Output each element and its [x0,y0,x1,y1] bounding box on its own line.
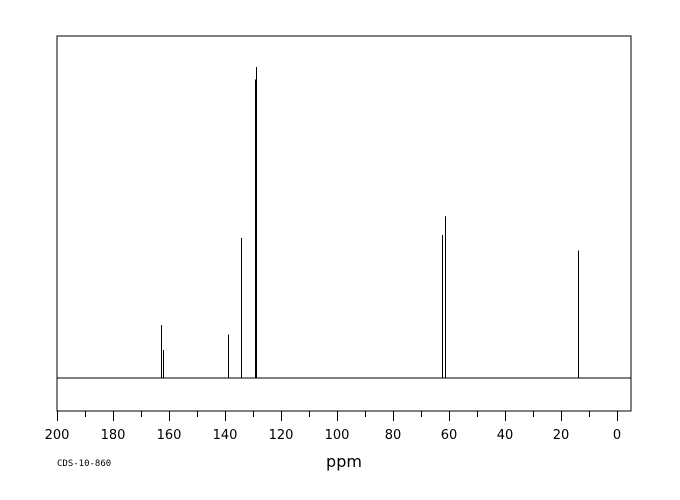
tick-label-0: 0 [613,428,621,443]
tick-label-200: 200 [45,428,70,443]
tick-label-60: 60 [441,428,458,443]
x-axis-ticks [57,411,618,421]
peak-group [161,67,579,378]
tick-label-40: 40 [497,428,514,443]
tick-label-140: 140 [213,428,238,443]
tick-label-80: 80 [385,428,402,443]
sample-code: CDS-10-860 [57,459,111,469]
x-axis-title: ppm [326,452,362,471]
x-axis-tick-labels: 200 180 160 140 120 100 80 60 40 20 0 [45,428,622,443]
tick-label-20: 20 [553,428,570,443]
tick-label-160: 160 [157,428,182,443]
tick-label-180: 180 [101,428,126,443]
plot-frame [56,35,632,412]
tick-label-120: 120 [269,428,294,443]
tick-label-100: 100 [325,428,350,443]
